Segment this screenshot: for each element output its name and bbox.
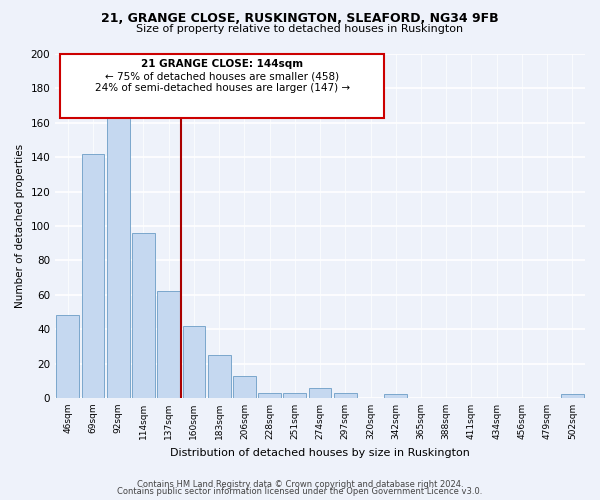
Bar: [283, 393, 306, 398]
Bar: [561, 394, 584, 398]
Bar: [385, 394, 407, 398]
Text: Size of property relative to detached houses in Ruskington: Size of property relative to detached ho…: [136, 24, 464, 34]
Bar: [334, 393, 356, 398]
Text: 24% of semi-detached houses are larger (147) →: 24% of semi-detached houses are larger (…: [95, 83, 350, 93]
Bar: [258, 393, 281, 398]
FancyBboxPatch shape: [61, 54, 383, 118]
Bar: [107, 118, 130, 398]
Bar: [56, 316, 79, 398]
Text: 21 GRANGE CLOSE: 144sqm: 21 GRANGE CLOSE: 144sqm: [141, 59, 303, 69]
X-axis label: Distribution of detached houses by size in Ruskington: Distribution of detached houses by size …: [170, 448, 470, 458]
Bar: [157, 292, 180, 398]
Bar: [132, 233, 155, 398]
Bar: [233, 376, 256, 398]
Text: 21, GRANGE CLOSE, RUSKINGTON, SLEAFORD, NG34 9FB: 21, GRANGE CLOSE, RUSKINGTON, SLEAFORD, …: [101, 12, 499, 26]
Y-axis label: Number of detached properties: Number of detached properties: [15, 144, 25, 308]
Bar: [82, 154, 104, 398]
Text: ← 75% of detached houses are smaller (458): ← 75% of detached houses are smaller (45…: [105, 71, 339, 81]
Bar: [208, 355, 230, 398]
Bar: [182, 326, 205, 398]
Text: Contains HM Land Registry data © Crown copyright and database right 2024.: Contains HM Land Registry data © Crown c…: [137, 480, 463, 489]
Text: Contains public sector information licensed under the Open Government Licence v3: Contains public sector information licen…: [118, 487, 482, 496]
Bar: [309, 388, 331, 398]
